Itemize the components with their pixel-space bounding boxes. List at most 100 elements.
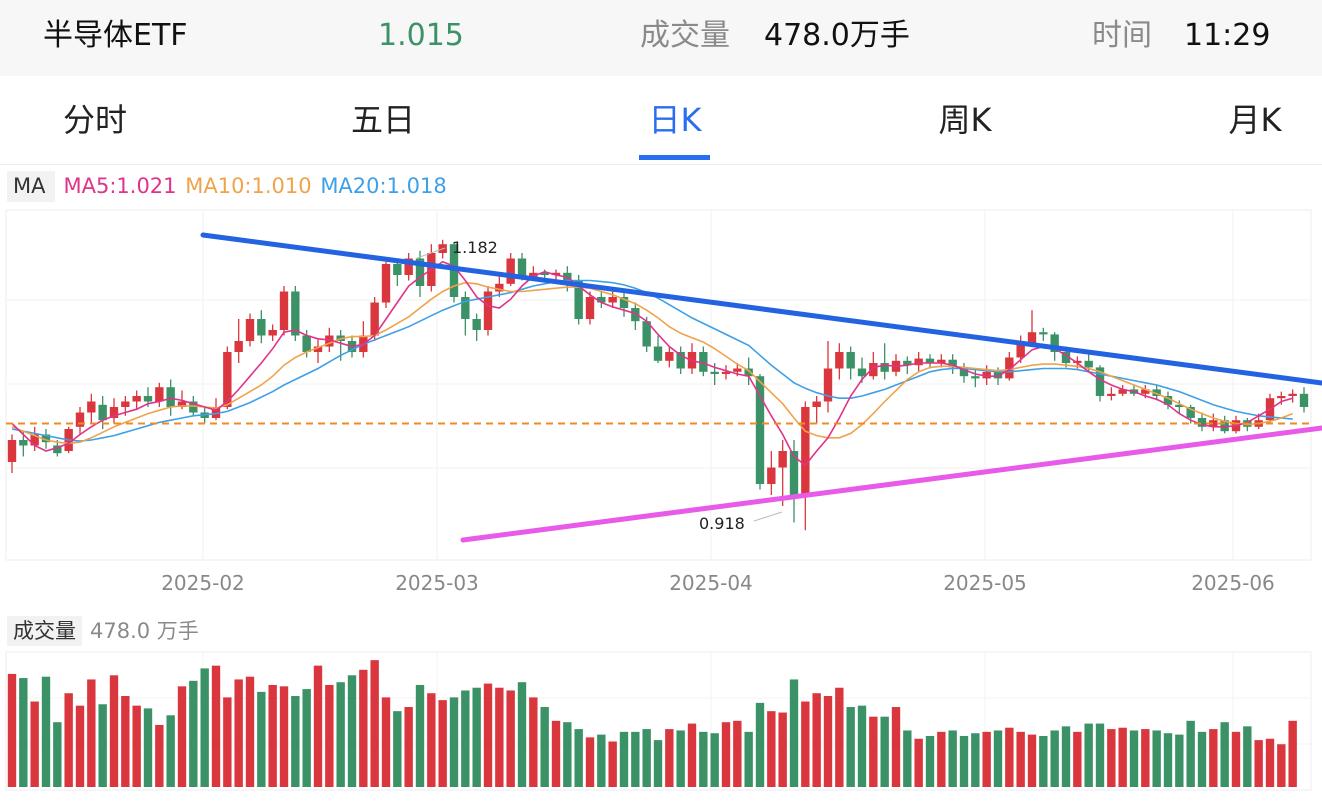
price-panel-frame (5, 209, 1312, 561)
volume-bar (381, 697, 391, 787)
candle-body (823, 368, 833, 402)
candle-body (291, 291, 300, 336)
candle-body (551, 272, 561, 275)
volume-bar (53, 722, 62, 787)
candle-body (1197, 418, 1207, 427)
candle-body (948, 359, 957, 368)
volume-bar (1175, 734, 1184, 787)
candle-body (982, 371, 991, 379)
candle-body (415, 258, 425, 286)
candle-body (710, 371, 719, 374)
candle-body (7, 440, 17, 462)
low-leader-line (753, 511, 783, 522)
volume-bar (517, 682, 527, 787)
volume-label: 成交量 (640, 18, 730, 53)
volume-bar (75, 705, 85, 787)
volume-bar (302, 689, 311, 787)
quote-header: 半导体ETF 1.015 成交量 478.0万手 时间 11:29 (0, 0, 1322, 76)
candle-body (812, 401, 821, 407)
candle-body (914, 358, 923, 366)
volume-bar (778, 712, 787, 787)
tab-weekly-k[interactable]: 周K (938, 101, 992, 139)
candle-body (30, 434, 39, 446)
volume-bar (257, 691, 266, 787)
ma-tag[interactable]: MA (7, 171, 56, 202)
volume-bar (1129, 730, 1139, 787)
volume-bar (619, 731, 629, 787)
tab-daily-k[interactable]: 日K (648, 101, 702, 139)
tab-five-day[interactable]: 五日 (350, 101, 415, 139)
candle-body (744, 368, 753, 377)
volume-bar (370, 660, 379, 787)
volume-bar (223, 697, 232, 787)
volume-bar (132, 705, 141, 787)
volume-bar (1186, 720, 1195, 787)
volume-bar (574, 729, 583, 787)
volume-bar (438, 700, 447, 787)
candle-body (835, 352, 844, 369)
candle-body (302, 335, 311, 352)
candle-body (880, 363, 889, 372)
volume-tag[interactable]: 成交量 (7, 616, 82, 646)
volume-bar (1163, 733, 1173, 787)
volume-bar (1243, 726, 1252, 787)
tab-intraday[interactable]: 分时 (62, 101, 127, 139)
candle-body (189, 401, 198, 413)
candle-body (75, 412, 85, 427)
candle-body (177, 401, 187, 407)
resistance-trendline (200, 232, 1322, 386)
candle-body (789, 451, 799, 495)
candle-body (53, 445, 62, 454)
volume-bar (461, 690, 470, 787)
volume-bar (336, 682, 345, 787)
time-value: 11:29 (1184, 18, 1271, 53)
volume-bar (551, 720, 561, 787)
candle-body (755, 376, 765, 484)
candle-body (279, 291, 289, 330)
low-annotation: 0.918 (699, 514, 745, 533)
candle-body (87, 401, 96, 413)
volume-bar (801, 701, 810, 787)
candle-body (325, 335, 334, 347)
candle-body (1299, 393, 1309, 407)
volume-bar (1005, 727, 1014, 787)
volume-bar (483, 683, 493, 787)
price-value: 1.015 (378, 18, 464, 53)
tab-monthly-k[interactable]: 月K (1228, 101, 1282, 139)
candle-body (540, 272, 549, 275)
volume-bar (506, 690, 515, 787)
ma5-legend: MA5:1.021 (63, 174, 177, 198)
candle-body (1175, 404, 1184, 407)
candle-body (143, 396, 153, 402)
candle-body (869, 363, 878, 377)
volume-bar (925, 735, 935, 787)
volume-bar (359, 669, 368, 787)
volume-bar (200, 668, 209, 787)
candle-body (370, 302, 379, 336)
volume-bar (959, 735, 969, 787)
candle-body (234, 341, 243, 352)
volume-bar (1209, 729, 1218, 787)
volume-bar (857, 705, 867, 787)
volume-bar (687, 723, 697, 787)
volume-bar (869, 716, 878, 787)
volume-bar (1027, 734, 1037, 787)
volume-bar (1050, 730, 1059, 787)
ma5-line (11, 260, 1293, 467)
candle-body (1277, 396, 1286, 399)
volume-bar (1152, 730, 1161, 787)
volume-bar (121, 695, 130, 787)
volume-bar (1107, 729, 1116, 787)
volume-bar (653, 740, 663, 787)
volume-bar (733, 720, 742, 787)
volume-bar (971, 733, 980, 787)
candle-body (676, 352, 685, 369)
volume-bar (415, 684, 425, 787)
period-tabs: 分时 五日 日K 周K 月K (0, 76, 1322, 165)
volume-bar (529, 697, 538, 787)
candle-body (132, 396, 141, 402)
ma10-legend: MA10:1.010 (185, 174, 312, 198)
candle-body (506, 258, 515, 284)
active-tab-indicator (639, 155, 710, 160)
